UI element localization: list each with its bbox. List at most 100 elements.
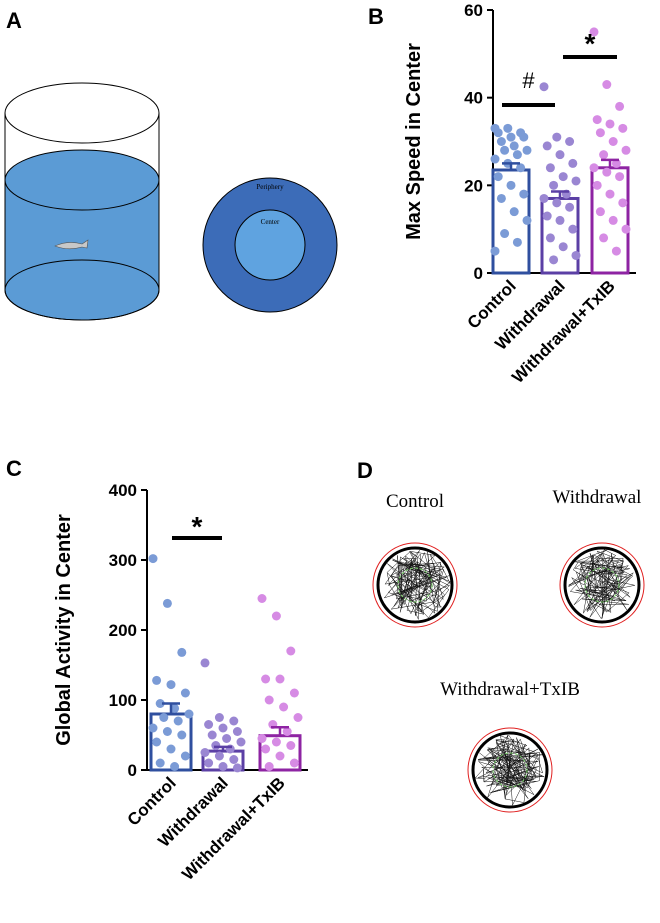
data-point — [549, 255, 559, 265]
data-point — [271, 611, 281, 621]
data-point — [257, 594, 267, 603]
significance-mark: # — [522, 68, 535, 93]
data-point — [589, 27, 599, 37]
data-point — [496, 137, 506, 146]
data-point — [592, 180, 602, 190]
error-bar — [601, 158, 619, 168]
data-point — [490, 246, 500, 256]
data-point — [558, 242, 568, 252]
data-point — [605, 119, 615, 129]
data-point — [214, 751, 224, 761]
data-point — [214, 713, 224, 722]
y-tick-label: 40 — [464, 89, 483, 108]
data-point — [261, 744, 271, 754]
data-point — [568, 224, 578, 234]
data-point — [204, 758, 214, 768]
y-axis-title: Max Speed in Center — [403, 43, 425, 240]
trajectory — [383, 550, 452, 620]
arena-boundary — [372, 542, 458, 628]
data-point — [539, 193, 549, 203]
data-point — [509, 207, 519, 217]
data-point — [542, 211, 552, 221]
x-tick-label: Withdrawal+TxIB — [178, 773, 289, 884]
data-point — [545, 163, 555, 173]
data-point — [207, 730, 217, 740]
y-tick-label: 20 — [464, 176, 483, 195]
y-tick-label: 100 — [109, 691, 137, 710]
trajectory-label: Control — [386, 491, 444, 512]
data-point — [261, 674, 271, 684]
data-point — [549, 180, 559, 190]
data-point — [605, 189, 615, 199]
data-point — [229, 755, 239, 764]
data-point — [592, 115, 602, 125]
data-point — [558, 172, 568, 182]
data-point — [506, 132, 516, 142]
data-point — [516, 163, 526, 173]
data-point — [611, 158, 621, 168]
y-tick-label: 200 — [109, 621, 137, 640]
data-point — [490, 154, 500, 164]
data-point — [180, 688, 190, 698]
data-point — [159, 713, 169, 722]
data-point — [170, 762, 180, 771]
data-point — [170, 703, 180, 713]
arena-wall-path — [376, 546, 454, 624]
data-point — [162, 727, 172, 736]
data-point — [155, 758, 165, 768]
data-point — [271, 737, 281, 747]
data-point — [152, 737, 162, 747]
data-point — [618, 198, 628, 208]
data-point — [539, 82, 549, 92]
panel-label: B — [368, 4, 384, 29]
center-zone — [584, 567, 620, 603]
data-point — [611, 246, 621, 256]
data-point — [512, 150, 522, 160]
data-point — [542, 141, 552, 151]
data-point — [509, 141, 519, 151]
data-point — [615, 172, 625, 182]
data-point — [599, 150, 609, 160]
data-point — [200, 658, 210, 668]
center-zone — [397, 567, 433, 603]
data-point — [500, 145, 510, 155]
data-point — [286, 646, 296, 656]
arena-diagram: Periphery Center — [202, 177, 338, 313]
data-point — [162, 598, 172, 608]
error-bar — [162, 702, 180, 714]
data-point — [621, 224, 631, 234]
data-point — [602, 167, 612, 177]
data-point — [218, 762, 228, 771]
arena-wall-path — [563, 546, 641, 624]
data-point — [522, 145, 532, 155]
data-point — [595, 128, 605, 138]
data-point — [555, 215, 565, 225]
significance-mark: * — [192, 511, 203, 542]
data-point — [555, 150, 565, 160]
data-point — [204, 720, 214, 729]
trajectory-label: Withdrawal — [553, 487, 642, 508]
data-point — [602, 80, 612, 90]
data-point — [552, 198, 562, 208]
data-point — [264, 762, 274, 771]
data-point — [608, 137, 618, 146]
data-point — [615, 101, 625, 111]
data-point — [289, 688, 299, 698]
data-point — [211, 741, 221, 750]
data-point — [148, 723, 158, 733]
data-point — [545, 233, 555, 243]
data-point — [148, 554, 158, 564]
arena-boundary — [559, 542, 645, 628]
data-point — [289, 758, 299, 768]
y-tick-label: 300 — [109, 551, 137, 570]
data-point — [232, 727, 242, 736]
data-point — [180, 751, 190, 761]
trajectory — [568, 549, 635, 620]
y-tick-label: 400 — [109, 481, 137, 500]
data-point — [493, 128, 503, 138]
data-point — [218, 723, 228, 733]
data-point — [286, 741, 296, 750]
data-point — [568, 158, 578, 168]
data-point — [522, 215, 532, 225]
